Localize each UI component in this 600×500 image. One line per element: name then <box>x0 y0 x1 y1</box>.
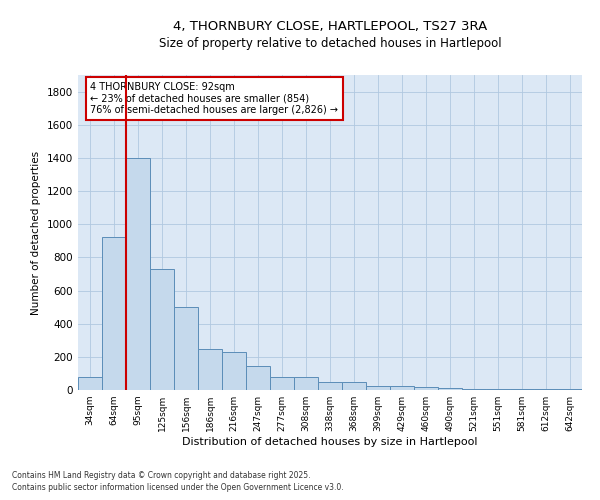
X-axis label: Distribution of detached houses by size in Hartlepool: Distribution of detached houses by size … <box>182 437 478 447</box>
Bar <box>270 376 294 390</box>
Text: Contains HM Land Registry data © Crown copyright and database right 2025.: Contains HM Land Registry data © Crown c… <box>12 471 311 480</box>
Bar <box>390 386 414 390</box>
Bar <box>150 269 174 390</box>
Bar <box>102 238 126 390</box>
Bar <box>318 382 342 390</box>
Text: 4, THORNBURY CLOSE, HARTLEPOOL, TS27 3RA: 4, THORNBURY CLOSE, HARTLEPOOL, TS27 3RA <box>173 20 487 33</box>
Bar <box>174 307 198 390</box>
Bar <box>462 388 486 390</box>
Bar <box>126 158 150 390</box>
Bar <box>294 376 318 390</box>
Bar <box>414 387 438 390</box>
Bar <box>366 386 390 390</box>
Bar <box>486 388 510 390</box>
Bar <box>438 388 462 390</box>
Bar <box>222 352 246 390</box>
Bar <box>78 376 102 390</box>
Bar <box>342 382 366 390</box>
Bar <box>198 350 222 390</box>
Bar <box>510 389 534 390</box>
Bar <box>246 366 270 390</box>
Text: 4 THORNBURY CLOSE: 92sqm
← 23% of detached houses are smaller (854)
76% of semi-: 4 THORNBURY CLOSE: 92sqm ← 23% of detach… <box>91 82 338 115</box>
Y-axis label: Number of detached properties: Number of detached properties <box>31 150 41 314</box>
Text: Size of property relative to detached houses in Hartlepool: Size of property relative to detached ho… <box>158 38 502 51</box>
Text: Contains public sector information licensed under the Open Government Licence v3: Contains public sector information licen… <box>12 484 344 492</box>
